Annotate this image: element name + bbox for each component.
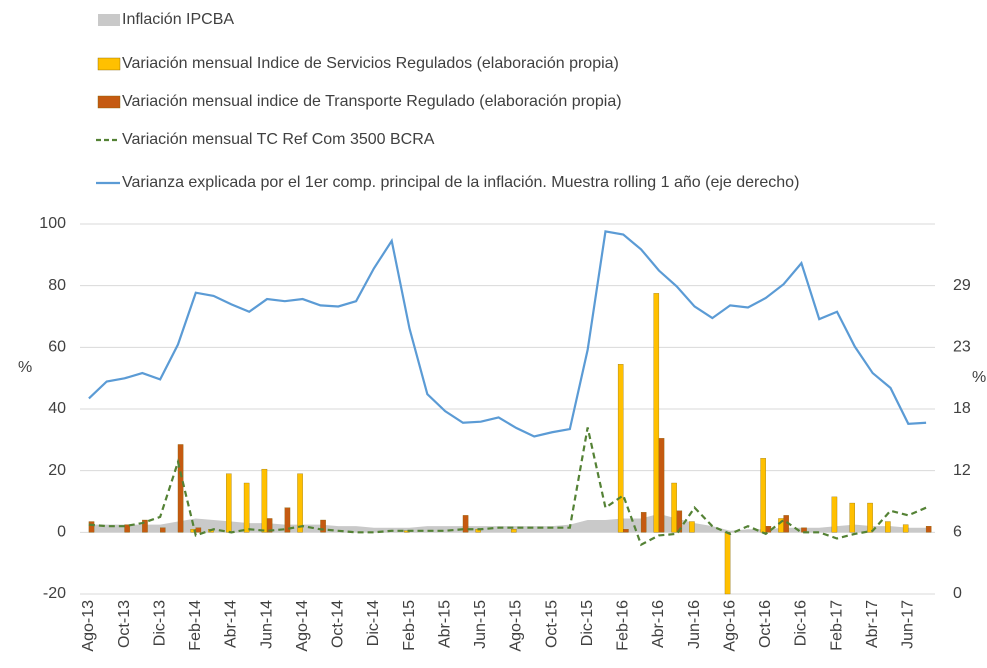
bar xyxy=(462,515,469,533)
bar xyxy=(867,502,873,533)
legend-label: Inflación IPCBA xyxy=(122,11,234,28)
bar xyxy=(261,468,268,533)
legend-label: Variación mensual TC Ref Com 3500 BCRA xyxy=(122,131,435,148)
x-tick-label: Feb-16 xyxy=(615,600,632,651)
y-tick-label: 100 xyxy=(39,215,66,232)
bar xyxy=(160,527,166,533)
x-tick-label: Ago-13 xyxy=(80,600,97,652)
line xyxy=(88,230,927,438)
y2-tick-label: 12 xyxy=(953,462,971,479)
legend-swatch xyxy=(97,95,121,109)
y2-axis-label: % xyxy=(972,369,986,386)
legend-label: Variación mensual Indice de Servicios Re… xyxy=(122,55,619,72)
legend-swatch xyxy=(97,57,121,71)
y-axis-label: % xyxy=(18,359,32,376)
x-tick-label: Abr-16 xyxy=(650,600,667,648)
y-tick-label: 0 xyxy=(57,524,66,541)
x-tick-label: Jun-15 xyxy=(472,600,489,649)
bar xyxy=(925,526,932,533)
bar xyxy=(658,438,665,533)
x-tick-label: Abr-15 xyxy=(436,600,453,648)
x-tick-label: Oct-14 xyxy=(330,600,347,648)
x-tick-label: Oct-13 xyxy=(116,600,133,648)
bar xyxy=(320,519,326,533)
x-tick-label: Dic-15 xyxy=(579,600,596,646)
bar xyxy=(617,364,624,533)
bar xyxy=(195,527,202,533)
y-tick-label: 80 xyxy=(48,277,66,294)
bar xyxy=(284,507,291,533)
bar xyxy=(511,529,517,533)
line xyxy=(88,427,927,547)
x-tick-label: Jun-17 xyxy=(900,600,917,649)
bar xyxy=(142,519,148,533)
y-tick-label: -20 xyxy=(43,585,66,602)
bar xyxy=(902,524,909,533)
x-tick-label: Feb-15 xyxy=(401,600,418,651)
bar xyxy=(226,473,232,533)
bar xyxy=(623,529,629,533)
bar xyxy=(297,473,303,533)
y-tick-label: 40 xyxy=(48,400,66,417)
bar xyxy=(885,521,891,533)
bar xyxy=(266,518,273,533)
x-tick-label: Jun-16 xyxy=(686,600,703,649)
x-tick-label: Abr-17 xyxy=(864,600,881,648)
bar xyxy=(124,524,130,533)
x-tick-label: Abr-14 xyxy=(223,600,240,648)
bar xyxy=(676,510,683,533)
bar xyxy=(724,532,731,595)
bar xyxy=(689,521,695,533)
y2-tick-label: 6 xyxy=(953,524,962,541)
x-tick-label: Oct-16 xyxy=(757,600,774,648)
x-tick-label: Jun-14 xyxy=(258,600,275,649)
y2-tick-label: 23 xyxy=(953,339,971,356)
y-tick-label: 20 xyxy=(48,462,66,479)
bar xyxy=(831,496,838,533)
y-tick-label: 60 xyxy=(48,339,66,356)
x-tick-label: Ago-14 xyxy=(294,600,311,652)
y2-tick-label: 18 xyxy=(953,400,971,417)
bar xyxy=(640,512,647,533)
legend-label: Variación mensual indice de Transporte R… xyxy=(122,93,622,110)
x-tick-label: Ago-15 xyxy=(508,600,525,652)
x-tick-label: Dic-14 xyxy=(365,600,382,646)
x-tick-label: Feb-14 xyxy=(187,600,204,651)
bar xyxy=(760,458,766,533)
legend-swatch xyxy=(98,14,120,26)
x-tick-label: Ago-16 xyxy=(721,600,738,652)
x-tick-label: Feb-17 xyxy=(828,600,845,651)
bar xyxy=(88,521,95,533)
bar xyxy=(671,482,677,533)
x-tick-label: Dic-16 xyxy=(793,600,810,646)
bar xyxy=(243,482,250,533)
x-tick-label: Dic-13 xyxy=(151,600,168,646)
y2-tick-label: 29 xyxy=(953,277,971,294)
bar xyxy=(653,293,660,533)
bar xyxy=(849,502,855,533)
y2-tick-label: 0 xyxy=(953,585,962,602)
x-tick-label: Oct-15 xyxy=(543,600,560,648)
legend-label: Varianza explicada por el 1er comp. prin… xyxy=(122,174,799,191)
bar xyxy=(177,444,184,533)
